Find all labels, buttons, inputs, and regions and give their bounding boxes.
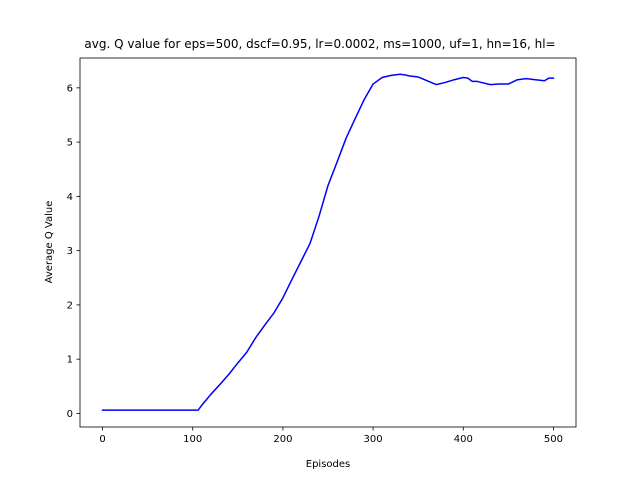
x-tick-label: 200 (273, 434, 292, 445)
y-tick-label: 2 (67, 300, 73, 311)
x-tick-label: 0 (99, 434, 105, 445)
y-axis-label: Average Q Value (44, 201, 55, 284)
x-tick-label: 400 (454, 434, 473, 445)
y-tick-label: 4 (67, 192, 73, 203)
y-tick-label: 5 (67, 138, 73, 149)
x-tick-label: 100 (183, 434, 202, 445)
y-tick-label: 1 (67, 355, 73, 366)
axes-frame (79, 57, 577, 428)
y-tick-label: 6 (67, 83, 73, 94)
chart-title: avg. Q value for eps=500, dscf=0.95, lr=… (84, 37, 555, 51)
y-tick-label: 0 (67, 409, 73, 420)
plot-area: 0 100 200 300 400 500 0 1 2 3 4 5 6 (67, 57, 577, 445)
series-line-0 (101, 73, 555, 411)
x-tick-label: 500 (544, 434, 563, 445)
x-tick-label: 300 (364, 434, 383, 445)
x-axis-label: Episodes (306, 459, 350, 470)
y-tick-label: 3 (67, 246, 73, 257)
